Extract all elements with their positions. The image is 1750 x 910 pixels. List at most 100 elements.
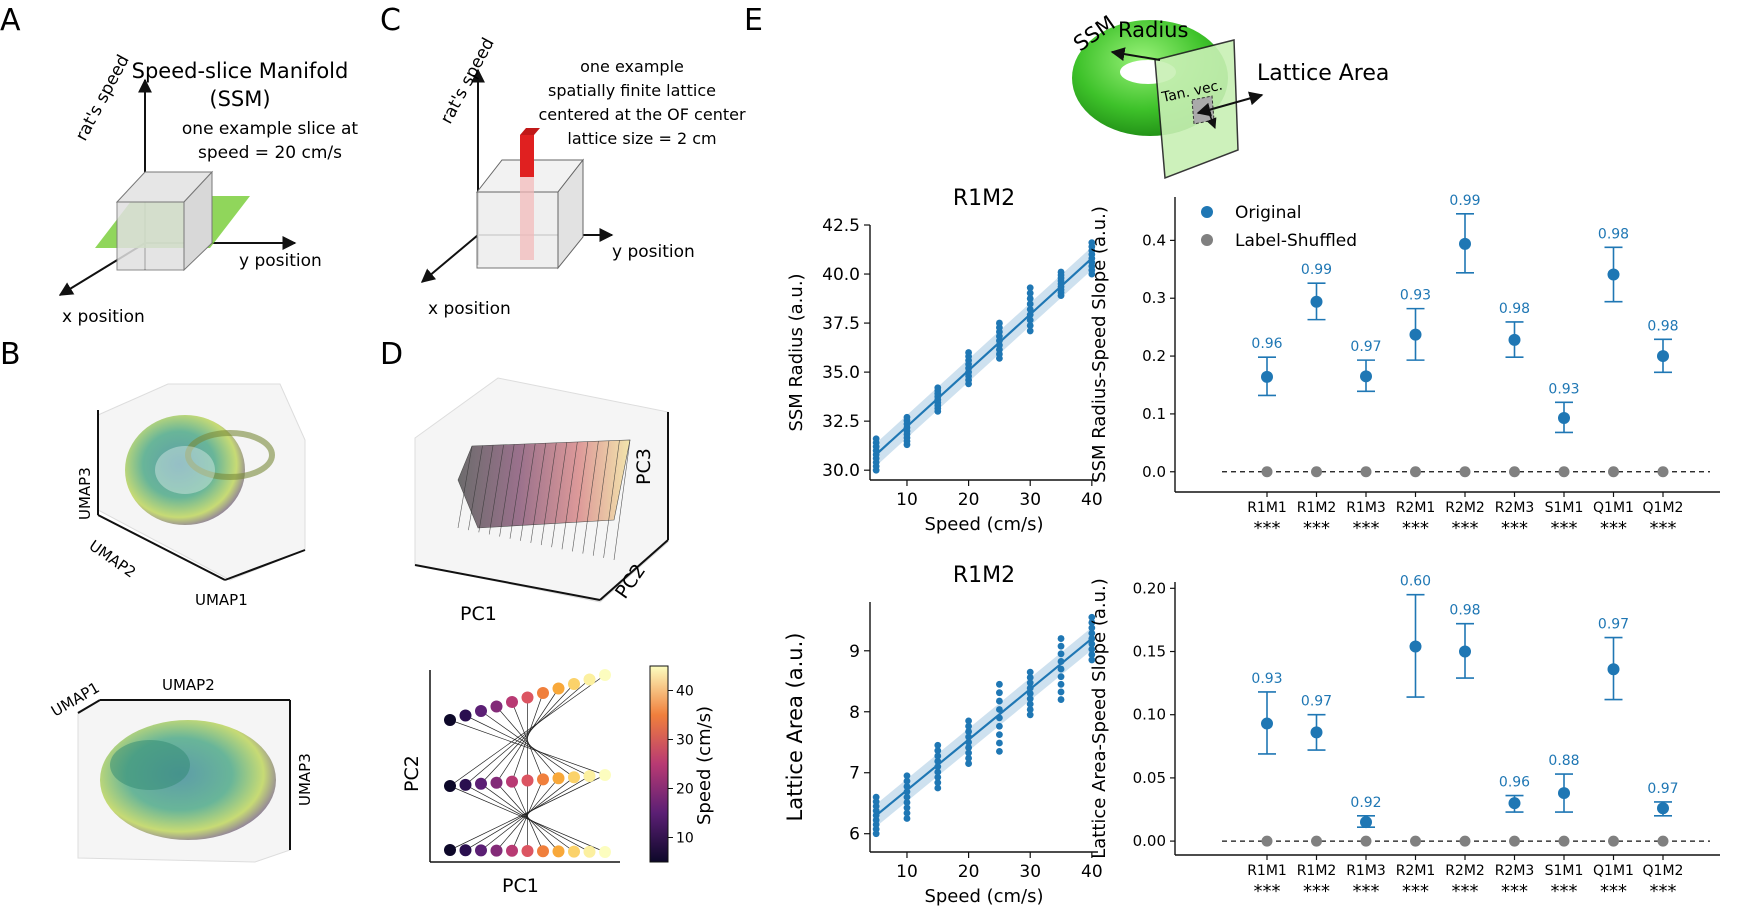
shuffled-point [1608,466,1619,478]
colorbar-tick-label: 30 [676,733,694,749]
panel-c-x-axis-label: x position [428,299,511,319]
y-axis-label: SSM Radius-Speed Slope (a.u.) [1089,206,1110,483]
pca2d-pc1-label: PC1 [502,875,539,897]
y-tick-label: 0.3 [1142,289,1166,307]
data-point [1088,656,1096,664]
y-tick-label: 32.5 [822,412,860,432]
lattice-node [490,776,503,789]
pca2d-pc2-label: PC2 [401,755,423,792]
shuffled-point [1311,466,1322,478]
fit-score-label: 0.60 [1400,574,1431,590]
x-tick-label: R2M1 [1396,500,1436,516]
original-point [1360,370,1372,383]
x-tick-label: 40 [1081,490,1103,510]
panel-d-pca-2d: PC2 PC1 10 20 30 40 Speed (cm/s) [401,665,715,897]
fit-score-label: 0.96 [1499,775,1530,791]
shuffled-point [1410,835,1421,847]
significance-marker: *** [1353,881,1380,902]
data-point [903,799,911,806]
chart-radius-slope: 0.0 0.1 0.2 0.3 0.4 R1M1 *** 0.96 R1M2 *** 0.99 R1M… [1089,193,1720,539]
data-point [1057,680,1065,688]
lattice-node [521,691,534,704]
x-tick-label: Q1M2 [1643,863,1684,879]
lattice-connector [449,674,606,787]
shuffled-point [1558,466,1570,478]
data-point [965,760,972,767]
data-point [1026,679,1034,687]
significance-marker: *** [1650,518,1677,539]
lattice-node [475,705,487,717]
original-point [1261,370,1273,383]
umap-bottom-umap2-label: UMAP2 [162,676,215,694]
data-point [1057,696,1065,703]
x-tick-label: 40 [1081,862,1103,882]
x-tick-label: R2M3 [1495,500,1535,516]
lattice-node [459,844,472,857]
lattice-node [552,682,565,695]
panel-a-note2: speed = 20 cm/s [198,143,342,163]
significance-marker: *** [1254,881,1281,902]
significance-marker: *** [1254,518,1281,539]
significance-marker: *** [1600,518,1627,539]
data-point [872,435,880,443]
data-point [934,747,942,755]
sheet-line [603,440,620,558]
lattice-connector [511,779,544,851]
data-point [1026,711,1034,719]
data-point [1026,316,1034,324]
lattice-node [568,771,580,784]
y-tick-label: 0.4 [1142,231,1166,249]
significance-marker: *** [1452,881,1479,902]
shuffled-point [1657,466,1669,478]
data-point [1026,327,1034,335]
x-tick-label: Q1M1 [1593,863,1634,879]
data-point [903,815,911,822]
lattice-column-top [520,135,534,177]
fit-score-label: 0.99 [1301,262,1332,278]
colorbar-tick-label: 40 [676,684,694,700]
lattice-node [490,700,503,713]
panel-a-schematic: Speed-slice Manifold (SSM) one example s… [58,52,358,327]
data-point [965,349,972,356]
fit-score-label: 0.93 [1400,288,1431,304]
legend-original-marker [1201,206,1213,218]
sheet-line [488,444,504,535]
data-point [996,739,1003,747]
radius-label: Radius [1118,18,1188,42]
x-tick-label: Q1M2 [1643,500,1684,516]
x-tick-label: R1M1 [1247,863,1287,879]
data-point [996,319,1003,327]
fit-score-label: 0.97 [1598,617,1629,633]
lattice-node [537,773,549,786]
fit-line [875,637,1093,817]
lattice-node [568,845,580,858]
data-point [996,680,1003,688]
sheet-line [468,445,483,531]
data-point [965,744,972,751]
umap-top-umap2-label: UMAP2 [86,537,140,582]
significance-marker: *** [1650,881,1677,902]
legend-original-label: Original [1235,203,1302,223]
umap-top-umap3-label: UMAP3 [76,467,94,520]
y-tick-label: 0.1 [1142,405,1166,423]
sheet-line [457,445,473,529]
y-tick-label: 0.10 [1133,706,1166,724]
data-point [934,768,942,776]
panel-a-x-axis-label: x position [62,307,145,327]
data-point [1057,665,1065,673]
fit-score-label: 0.97 [1350,339,1381,355]
umap-manifold-top [125,415,245,525]
lattice-node [444,844,456,856]
sheet-line [509,443,525,539]
sheet-line [520,443,536,541]
y-tick-label: 8 [849,703,860,723]
original-point [1409,328,1422,341]
data-point [1088,629,1096,637]
panel-c-note4: lattice size = 2 cm [567,129,716,148]
data-point [1057,635,1065,642]
lattice-node [599,846,611,858]
panel-b-umap-bottom: UMAP1 UMAP2 UMAP3 [48,676,314,863]
panel-letter-b: B [0,337,21,372]
lattice-node [506,844,518,857]
